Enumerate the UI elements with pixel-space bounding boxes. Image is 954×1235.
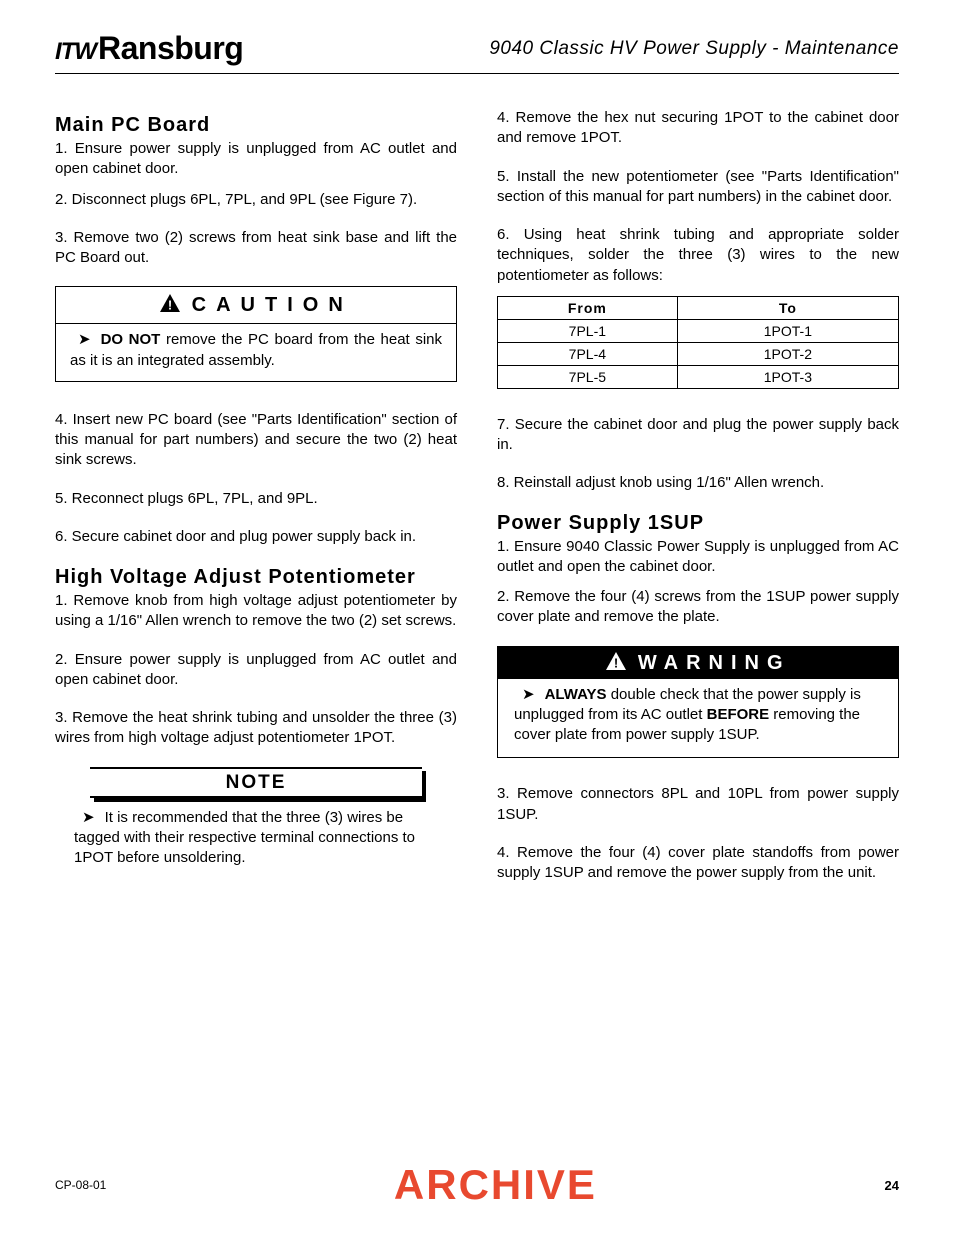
para: 6. Using heat shrink tubing and appropri… — [497, 225, 899, 286]
para: 7. Secure the cabinet door and plug the … — [497, 415, 899, 456]
wiring-table: From To 7PL-1 1POT-1 7PL-4 1POT-2 7PL-5 … — [497, 296, 899, 389]
footer-doc-code: CP-08-01 — [55, 1178, 106, 1192]
para: 1. Remove knob from high voltage adjust … — [55, 591, 457, 632]
svg-text:!: ! — [168, 298, 172, 313]
svg-text:!: ! — [614, 655, 618, 670]
caution-body: ➤DO NOT remove the PC board from the hea… — [56, 324, 456, 381]
note-text: It is recommended that the three (3) wir… — [74, 809, 415, 867]
para: 5. Reconnect plugs 6PL, 7PL, and 9PL. — [55, 489, 457, 509]
para: 8. Reinstall adjust knob using 1/16" All… — [497, 473, 899, 493]
bullet-arrow-icon: ➤ — [82, 808, 95, 828]
table-row: 7PL-5 1POT-3 — [498, 365, 899, 388]
bullet-arrow-icon: ➤ — [522, 685, 535, 705]
warning-emphasis: ALWAYS — [545, 686, 607, 703]
note-title: NOTE — [226, 772, 287, 793]
logo-itw: ITW — [55, 38, 96, 66]
note-box: NOTE ➤It is recommended that the three (… — [70, 767, 442, 869]
para: 3. Remove the heat shrink tubing and uns… — [55, 708, 457, 749]
logo-ransburg: Ransburg — [98, 30, 243, 67]
caution-box: ! CAUTION ➤DO NOT remove the PC board fr… — [55, 286, 457, 382]
warning-body: ➤ALWAYS double check that the power supp… — [498, 679, 898, 758]
document-title: 9040 Classic HV Power Supply - Maintenan… — [489, 38, 899, 60]
warning-title: WARNING — [638, 652, 791, 675]
table-cell: 1POT-2 — [677, 342, 898, 365]
para: 4. Remove the hex nut securing 1POT to t… — [497, 108, 899, 149]
table-row: 7PL-1 1POT-1 — [498, 319, 899, 342]
caution-emphasis: DO NOT — [101, 331, 161, 348]
caution-title: CAUTION — [192, 294, 353, 317]
warning-emphasis: BEFORE — [707, 706, 770, 723]
bullet-arrow-icon: ➤ — [78, 330, 91, 350]
archive-watermark: ARCHIVE — [106, 1161, 884, 1209]
heading-power-supply-1sup: Power Supply 1SUP — [497, 512, 899, 535]
para: 5. Install the new potentiometer (see "P… — [497, 167, 899, 208]
table-cell: 7PL-4 — [498, 342, 678, 365]
table-cell: 7PL-1 — [498, 319, 678, 342]
table-row: 7PL-4 1POT-2 — [498, 342, 899, 365]
para: 2. Disconnect plugs 6PL, 7PL, and 9PL (s… — [55, 190, 457, 210]
para: 4. Insert new PC board (see "Parts Ident… — [55, 410, 457, 471]
note-header: NOTE — [90, 767, 422, 798]
table-header-row: From To — [498, 296, 899, 319]
brand-logo: ITW Ransburg — [55, 30, 243, 67]
table-cell: 7PL-5 — [498, 365, 678, 388]
left-column: Main PC Board 1. Ensure power supply is … — [55, 104, 457, 901]
para: 2. Ensure power supply is unplugged from… — [55, 650, 457, 691]
para: 1. Ensure power supply is unplugged from… — [55, 139, 457, 180]
alert-icon: ! — [159, 293, 181, 318]
para: 1. Ensure 9040 Classic Power Supply is u… — [497, 537, 899, 578]
para: 4. Remove the four (4) cover plate stand… — [497, 843, 899, 884]
warning-box: ! WARNING ➤ALWAYS double check that the … — [497, 646, 899, 759]
table-header-to: To — [677, 296, 898, 319]
table-cell: 1POT-1 — [677, 319, 898, 342]
para: 2. Remove the four (4) screws from the 1… — [497, 587, 899, 628]
para: 3. Remove connectors 8PL and 10PL from p… — [497, 784, 899, 825]
caution-header: ! CAUTION — [56, 287, 456, 324]
heading-main-pc-board: Main PC Board — [55, 114, 457, 137]
right-column: 4. Remove the hex nut securing 1POT to t… — [497, 104, 899, 901]
page-footer: CP-08-01 ARCHIVE 24 — [55, 1161, 899, 1209]
table-cell: 1POT-3 — [677, 365, 898, 388]
para: 3. Remove two (2) screws from heat sink … — [55, 228, 457, 269]
para: 6. Secure cabinet door and plug power su… — [55, 527, 457, 547]
warning-header: ! WARNING — [498, 647, 898, 679]
content-columns: Main PC Board 1. Ensure power supply is … — [55, 104, 899, 901]
table-header-from: From — [498, 296, 678, 319]
page-number: 24 — [885, 1178, 899, 1193]
page-header: ITW Ransburg 9040 Classic HV Power Suppl… — [55, 30, 899, 74]
alert-icon: ! — [605, 651, 627, 676]
heading-hv-adjust-pot: High Voltage Adjust Potentiometer — [55, 565, 457, 589]
note-body: ➤It is recommended that the three (3) wi… — [70, 808, 442, 869]
